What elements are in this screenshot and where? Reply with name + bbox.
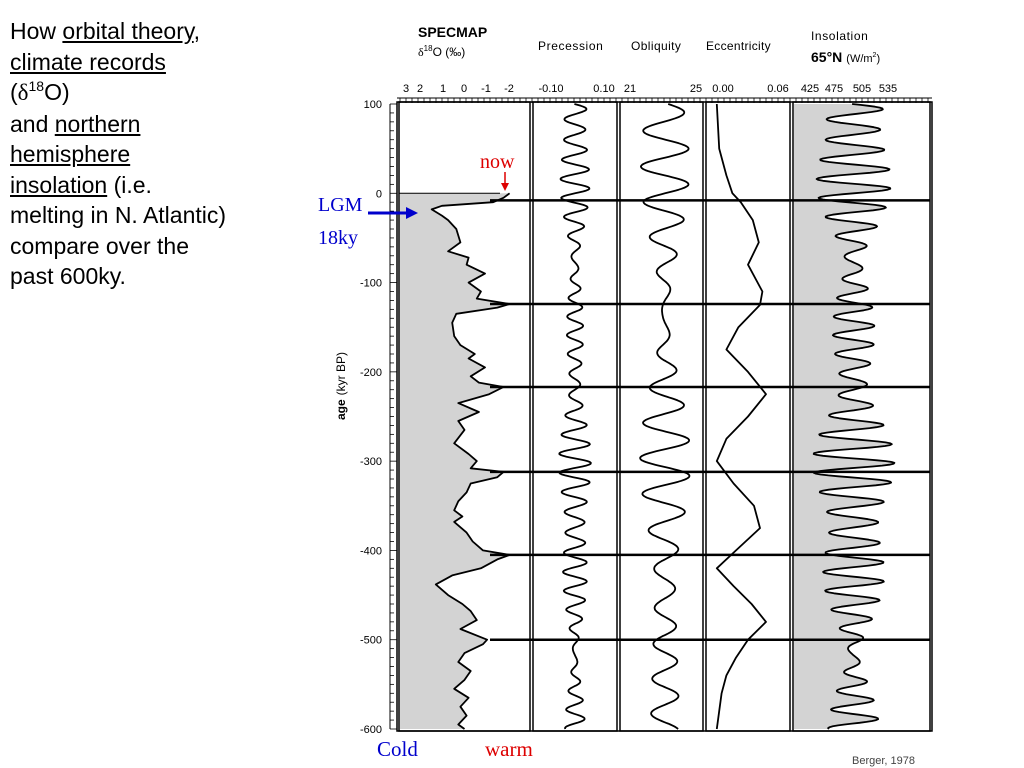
top-tick-label: 505 bbox=[853, 83, 871, 95]
precession-curve bbox=[558, 103, 592, 730]
text-past: past 600ky. bbox=[10, 263, 126, 289]
top-tick-label: 535 bbox=[879, 83, 897, 95]
title-specmap: SPECMAP bbox=[418, 24, 487, 40]
warm-label: warm bbox=[485, 737, 533, 761]
cold-label: Cold bbox=[377, 737, 418, 761]
link-hemisphere: hemisphere bbox=[10, 141, 131, 167]
title-precession: Precession bbox=[538, 39, 603, 53]
title-65n: 65°N (W/m2) bbox=[811, 49, 880, 65]
top-tick-label: 1 bbox=[440, 83, 446, 95]
insolation-curve bbox=[812, 103, 896, 730]
lgm-age-label: 18ky bbox=[318, 227, 358, 249]
text-paren: ( bbox=[10, 79, 18, 105]
y-tick-label: -600 bbox=[360, 724, 382, 736]
y-tick-label: -200 bbox=[360, 367, 382, 379]
text-o: O) bbox=[44, 79, 70, 105]
text-comma: , bbox=[193, 18, 201, 44]
text-how: How bbox=[10, 18, 57, 44]
y-tick-label: -400 bbox=[360, 545, 382, 557]
insolation-area bbox=[794, 104, 895, 729]
top-tick-label: 3 bbox=[403, 83, 409, 95]
title-eccentricity: Eccentricity bbox=[706, 39, 771, 53]
top-tick-label: 0.06 bbox=[767, 83, 788, 95]
y-axis-label: age(kyr BP) bbox=[334, 352, 348, 420]
lgm-arrowhead bbox=[406, 207, 418, 219]
top-tick-label: -2 bbox=[504, 83, 514, 95]
delta-symbol: δ bbox=[17, 80, 29, 105]
text-melting: melting in N. Atlantic) bbox=[10, 202, 227, 228]
title-obliquity: Obliquity bbox=[631, 39, 681, 53]
title-d18o: δ18O (‰) bbox=[418, 44, 465, 59]
top-tick-label: 0 bbox=[461, 83, 467, 95]
y-tick-label: 100 bbox=[364, 99, 382, 111]
credit-label: Berger, 1978 bbox=[852, 755, 915, 767]
lgm-label: LGM bbox=[318, 194, 363, 216]
text-and: and bbox=[10, 110, 49, 137]
panel-frame-obliquity bbox=[619, 101, 704, 732]
slide-text: How orbital theory, climate records (δ18… bbox=[10, 16, 310, 292]
d18o-area bbox=[400, 193, 510, 730]
top-tick-label: 0.00 bbox=[712, 83, 733, 95]
top-tick-label: 475 bbox=[825, 83, 843, 95]
panel-frame-insolation bbox=[792, 101, 931, 732]
y-tick-label: 0 bbox=[376, 188, 382, 200]
link-climate-records: climate records bbox=[10, 48, 166, 75]
link-northern: northern bbox=[54, 110, 141, 137]
y-tick-label: -300 bbox=[360, 456, 382, 468]
now-label: now bbox=[480, 151, 515, 173]
eccentricity-curve bbox=[715, 103, 767, 730]
top-tick-label: 425 bbox=[801, 83, 819, 95]
d18o-curve bbox=[430, 192, 511, 730]
top-tick-label: 2 bbox=[417, 83, 423, 95]
superscript-18: 18 bbox=[28, 78, 45, 94]
top-axes: 3 2 1 0 -1 -2 -0.10 0.10 21 25 0.00 0.06 425 475 505 53… bbox=[397, 83, 932, 103]
panel-frame-precession bbox=[532, 101, 618, 732]
top-tick-label: 21 bbox=[624, 83, 636, 95]
obliquity-curve bbox=[639, 103, 691, 730]
top-tick-label: 25 bbox=[690, 83, 702, 95]
link-orbital-theory: orbital theory bbox=[62, 18, 194, 44]
y-tick-label: -500 bbox=[360, 635, 382, 647]
title-insolation: Insolation bbox=[811, 29, 868, 43]
y-tick-label: -100 bbox=[360, 278, 382, 290]
text-ie: (i.e. bbox=[107, 171, 152, 198]
top-tick-label: 0.10 bbox=[593, 83, 614, 95]
text-compare: compare over the bbox=[10, 232, 189, 259]
y-axis: 100 0 -100 -200 -300 -400 -500 -600 bbox=[360, 99, 397, 736]
top-tick-label: -0.10 bbox=[538, 83, 563, 95]
top-tick-label: -1 bbox=[481, 83, 491, 95]
panel-frame-d18o bbox=[398, 101, 531, 732]
now-arrowhead bbox=[501, 183, 509, 191]
termination-lines bbox=[490, 199, 930, 641]
link-insolation: insolation bbox=[10, 171, 108, 198]
curves bbox=[399, 103, 896, 730]
